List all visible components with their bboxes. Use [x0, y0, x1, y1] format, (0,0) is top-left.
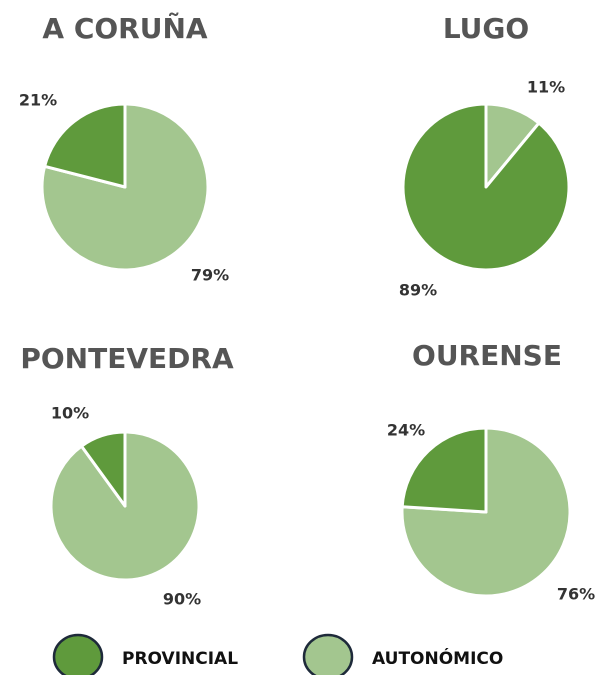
data-label: 79% [191, 266, 229, 285]
data-label: 21% [19, 91, 57, 110]
chart-title: OURENSE [412, 339, 562, 372]
chart-title: PONTEVEDRA [20, 342, 234, 375]
pie-slice [80, 430, 127, 508]
pie-slice [40, 102, 210, 272]
data-label: 89% [399, 281, 437, 300]
pie-slice [43, 102, 127, 189]
data-label: 76% [557, 585, 595, 604]
pie-slice [400, 426, 572, 598]
chart-title: A CORUÑA [42, 11, 208, 45]
legend-swatch [302, 633, 354, 675]
data-label: 10% [51, 404, 89, 423]
legend-label: PROVINCIAL [122, 649, 238, 669]
data-label: 11% [527, 78, 565, 97]
pie-slice [401, 102, 571, 272]
legend-swatch [52, 633, 104, 675]
pie-slice [400, 426, 488, 514]
data-label: 90% [163, 590, 201, 609]
data-label: 24% [387, 421, 425, 440]
legend-label: AUTONÓMICO [372, 647, 503, 669]
chart-title: LUGO [443, 12, 529, 45]
